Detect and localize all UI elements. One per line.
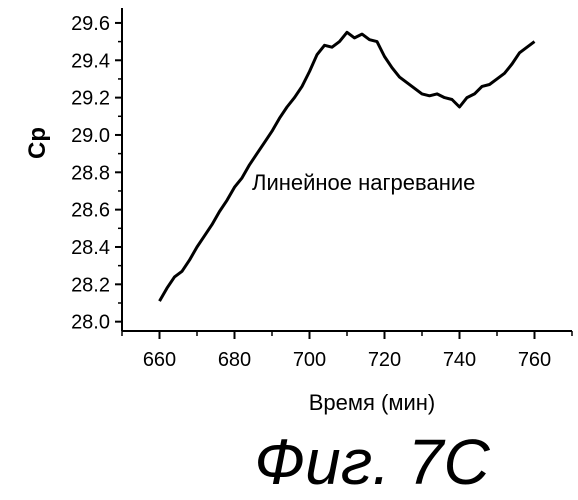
x-tick-label: 700 — [293, 349, 326, 371]
y-tick-label: 29.4 — [71, 50, 110, 72]
x-tick-label: 740 — [443, 349, 476, 371]
y-tick-label: 29.2 — [71, 88, 110, 110]
y-tick-label: 28.2 — [71, 274, 110, 296]
y-tick-label: 29.0 — [71, 125, 110, 147]
chart-annotation: Линейное нагревание — [252, 170, 475, 195]
y-tick-label: 28.0 — [71, 312, 110, 334]
x-axis-ticks: 660 680 700 720 740 760 — [121, 331, 573, 371]
x-tick-label: 680 — [218, 349, 251, 371]
x-tick-label: 720 — [368, 349, 401, 371]
y-tick-label: 28.4 — [71, 237, 110, 259]
y-tick-label: 29.6 — [71, 13, 110, 35]
y-tick-label: 28.8 — [71, 162, 110, 184]
y-axis-title: Cp — [24, 127, 51, 159]
figure-caption: Фиг. 7С — [254, 426, 490, 498]
x-axis-title: Время (мин) — [309, 390, 436, 415]
x-tick-label: 760 — [518, 349, 551, 371]
y-axis-ticks: 28.0 28.2 28.4 28.6 28.8 29.0 29.2 29.4 29.6 — [71, 13, 122, 334]
y-tick-label: 28.6 — [71, 200, 110, 222]
x-tick-label: 660 — [143, 349, 176, 371]
series-line — [158, 30, 536, 302]
